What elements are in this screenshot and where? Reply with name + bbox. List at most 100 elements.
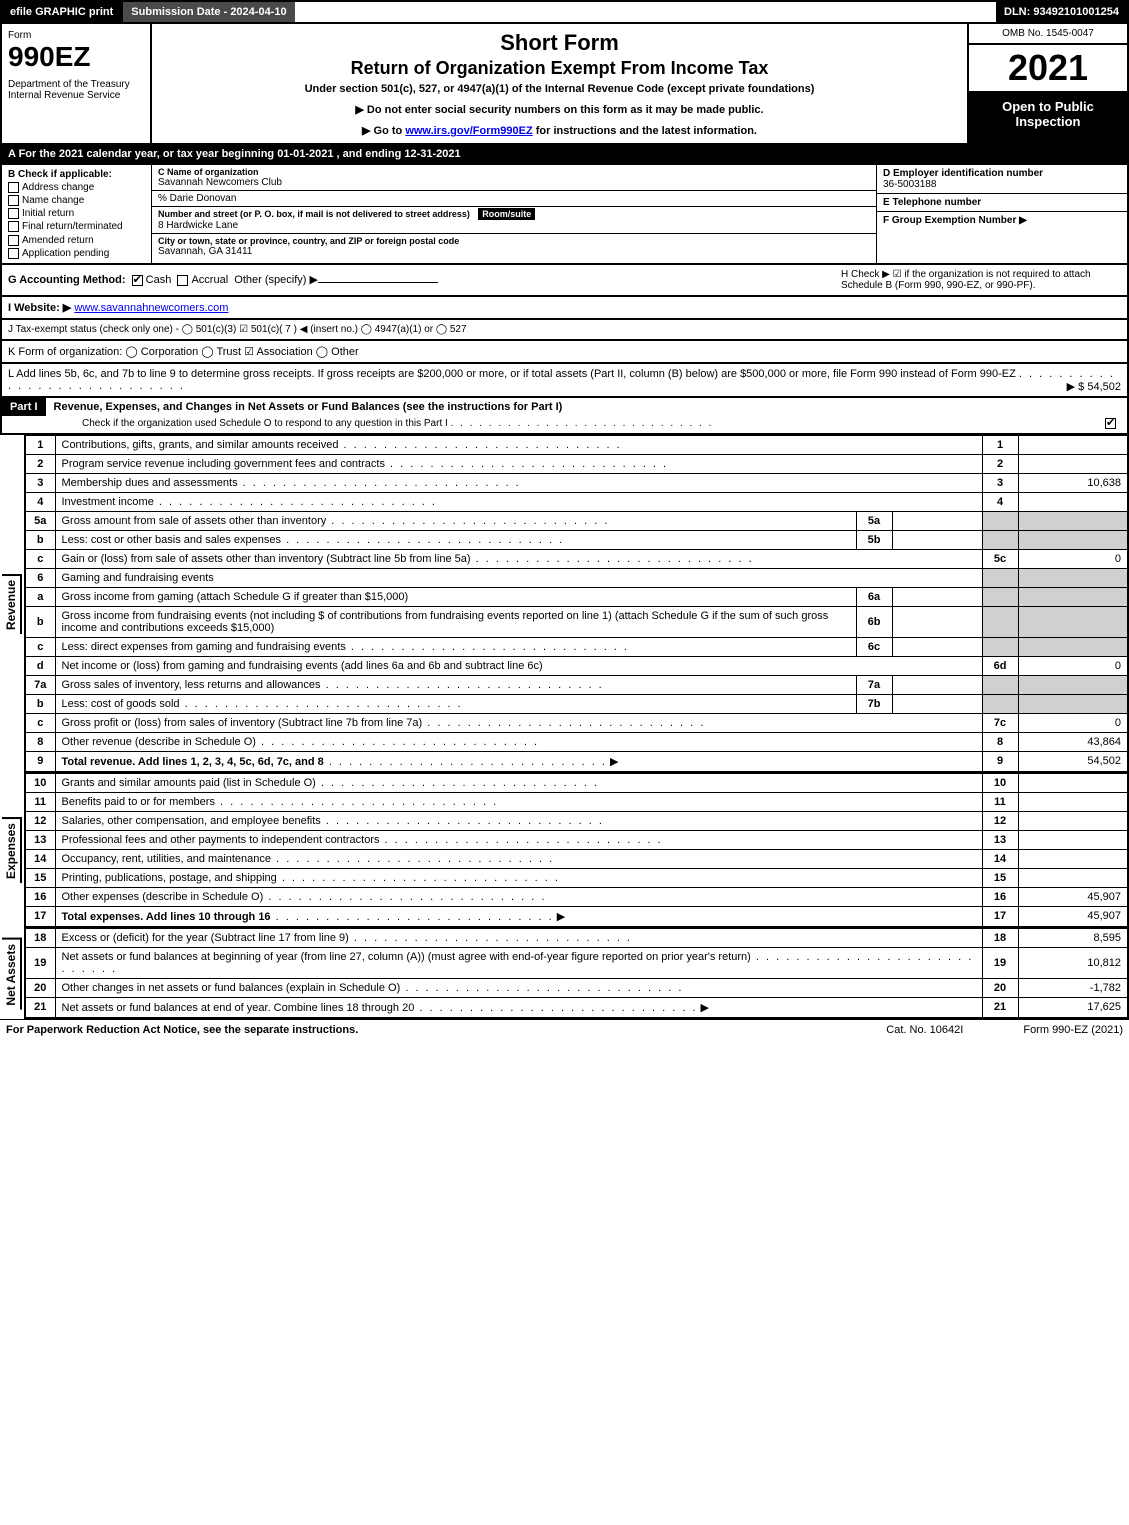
line-5c: cGain or (loss) from sale of assets othe…: [25, 549, 1128, 568]
line-5a: 5aGross amount from sale of assets other…: [25, 511, 1128, 530]
street-label: Number and street (or P. O. box, if mail…: [158, 209, 470, 219]
room-label: Room/suite: [478, 208, 535, 220]
line-17: 17Total expenses. Add lines 10 through 1…: [25, 906, 1128, 927]
part-i-header: Part I Revenue, Expenses, and Changes in…: [0, 398, 1129, 435]
expenses-label: Expenses: [2, 817, 22, 883]
spacer: [295, 2, 996, 22]
line-21: 21Net assets or fund balances at end of …: [25, 997, 1128, 1018]
department: Department of the Treasury Internal Reve…: [8, 79, 144, 101]
line-6c: cLess: direct expenses from gaming and f…: [25, 637, 1128, 656]
col-def: D Employer identification number 36-5003…: [877, 165, 1127, 263]
city-label: City or town, state or province, country…: [158, 236, 870, 246]
part-i-bar: Part I: [2, 398, 46, 416]
group-exemption-label: F Group Exemption Number ▶: [883, 215, 1027, 226]
line-15: 15Printing, publications, postage, and s…: [25, 868, 1128, 887]
net-assets-label: Net Assets: [2, 938, 22, 1010]
ein-label: D Employer identification number: [883, 168, 1121, 179]
col-b-checkboxes: B Check if applicable: Address change Na…: [2, 165, 152, 263]
open-to-public: Open to Public Inspection: [969, 93, 1127, 143]
line-4: 4Investment income4: [25, 492, 1128, 511]
title-return: Return of Organization Exempt From Incom…: [162, 58, 957, 79]
note-goto: ▶ Go to www.irs.gov/Form990EZ for instru…: [162, 124, 957, 137]
gross-receipts-amt: ▶ $ 54,502: [1067, 380, 1121, 393]
street-address: 8 Hardwicke Lane: [158, 220, 870, 231]
title-short-form: Short Form: [162, 30, 957, 56]
line-10: 10Grants and similar amounts paid (list …: [25, 773, 1128, 792]
row-i-website: I Website: ▶ www.savannahnewcomers.com: [0, 297, 1129, 320]
line-20: 20Other changes in net assets or fund ba…: [25, 978, 1128, 997]
note2-pre: ▶ Go to: [362, 125, 405, 137]
website-link[interactable]: www.savannahnewcomers.com: [74, 302, 228, 314]
tel-label: E Telephone number: [883, 197, 1121, 208]
line-7b: bLess: cost of goods sold7b: [25, 694, 1128, 713]
revenue-label: Revenue: [2, 574, 22, 634]
line-2: 2Program service revenue including gover…: [25, 454, 1128, 473]
line-6a: aGross income from gaming (attach Schedu…: [25, 587, 1128, 606]
b-header: B Check if applicable:: [8, 169, 145, 180]
form-number: 990EZ: [8, 41, 144, 73]
line-11: 11Benefits paid to or for members11: [25, 792, 1128, 811]
ein-value: 36-5003188: [883, 179, 1121, 190]
care-of: % Darie Donovan: [152, 191, 876, 207]
tax-year: 2021: [969, 45, 1127, 93]
line-6b: bGross income from fundraising events (n…: [25, 606, 1128, 637]
row-l-gross-receipts: L Add lines 5b, 6c, and 7b to line 9 to …: [0, 364, 1129, 398]
line-7c: cGross profit or (loss) from sales of in…: [25, 713, 1128, 732]
line-13: 13Professional fees and other payments t…: [25, 830, 1128, 849]
line-9: 9Total revenue. Add lines 1, 2, 3, 4, 5c…: [25, 751, 1128, 772]
line-12: 12Salaries, other compensation, and empl…: [25, 811, 1128, 830]
line-5b: bLess: cost or other basis and sales exp…: [25, 530, 1128, 549]
c-name-label: C Name of organization: [158, 167, 870, 177]
line-6: 6Gaming and fundraising events: [25, 568, 1128, 587]
org-name: Savannah Newcomers Club: [158, 177, 870, 188]
footer-form: Form 990-EZ (2021): [1023, 1024, 1123, 1036]
revenue-table: 1Contributions, gifts, grants, and simil…: [24, 435, 1129, 773]
expenses-table: 10Grants and similar amounts paid (list …: [24, 773, 1129, 928]
note-ssn: ▶ Do not enter social security numbers o…: [162, 103, 957, 116]
efile-print-btn[interactable]: efile GRAPHIC print: [2, 2, 121, 22]
cb-application-pending[interactable]: Application pending: [8, 248, 145, 259]
footer-catno: Cat. No. 10642I: [886, 1024, 963, 1036]
line-18: 18Excess or (deficit) for the year (Subt…: [25, 928, 1128, 947]
block-bcdef: B Check if applicable: Address change Na…: [0, 165, 1129, 265]
line-6d: dNet income or (loss) from gaming and fu…: [25, 656, 1128, 675]
net-assets-table: 18Excess or (deficit) for the year (Subt…: [24, 928, 1129, 1019]
line-16: 16Other expenses (describe in Schedule O…: [25, 887, 1128, 906]
row-k-org-form: K Form of organization: ◯ Corporation ◯ …: [0, 341, 1129, 364]
row-gh: G Accounting Method: Cash Accrual Other …: [0, 265, 1129, 297]
header-left: Form 990EZ Department of the Treasury In…: [2, 24, 152, 143]
section-revenue: Revenue 1Contributions, gifts, grants, a…: [0, 435, 1129, 773]
submission-date: Submission Date - 2024-04-10: [121, 2, 294, 22]
row-j-tax-exempt: J Tax-exempt status (check only one) - ◯…: [0, 320, 1129, 341]
line-8: 8Other revenue (describe in Schedule O)8…: [25, 732, 1128, 751]
line-3: 3Membership dues and assessments310,638: [25, 473, 1128, 492]
form-header: Form 990EZ Department of the Treasury In…: [0, 24, 1129, 145]
cb-name-change[interactable]: Name change: [8, 195, 145, 206]
row-a-tax-year: A For the 2021 calendar year, or tax yea…: [0, 145, 1129, 165]
section-net-assets: Net Assets 18Excess or (deficit) for the…: [0, 928, 1129, 1019]
note2-post: for instructions and the latest informat…: [533, 125, 757, 137]
h-schedule-b: H Check ▶ ☑ if the organization is not r…: [841, 269, 1121, 291]
cb-initial-return[interactable]: Initial return: [8, 208, 145, 219]
line-1: 1Contributions, gifts, grants, and simil…: [25, 435, 1128, 454]
g-accounting: G Accounting Method: Cash Accrual Other …: [8, 273, 438, 286]
part-i-sub: Check if the organization used Schedule …: [2, 416, 1127, 433]
line-14: 14Occupancy, rent, utilities, and mainte…: [25, 849, 1128, 868]
cb-address-change[interactable]: Address change: [8, 182, 145, 193]
top-bar: efile GRAPHIC print Submission Date - 20…: [0, 0, 1129, 24]
page-footer: For Paperwork Reduction Act Notice, see …: [0, 1019, 1129, 1040]
omb-number: OMB No. 1545-0047: [969, 24, 1127, 45]
part-i-title: Revenue, Expenses, and Changes in Net As…: [46, 398, 1127, 416]
cb-accrual[interactable]: [177, 275, 188, 286]
cb-cash[interactable]: [132, 275, 143, 286]
cb-final-return[interactable]: Final return/terminated: [8, 221, 145, 232]
footer-paperwork: For Paperwork Reduction Act Notice, see …: [6, 1024, 358, 1036]
col-c-org: C Name of organization Savannah Newcomer…: [152, 165, 877, 263]
irs-link[interactable]: www.irs.gov/Form990EZ: [405, 125, 532, 137]
city-state-zip: Savannah, GA 31411: [158, 246, 870, 257]
dln: DLN: 93492101001254: [996, 2, 1127, 22]
cb-amended-return[interactable]: Amended return: [8, 235, 145, 246]
cb-schedule-o[interactable]: [1105, 418, 1116, 429]
subtitle: Under section 501(c), 527, or 4947(a)(1)…: [162, 83, 957, 95]
form-word: Form: [8, 30, 144, 41]
